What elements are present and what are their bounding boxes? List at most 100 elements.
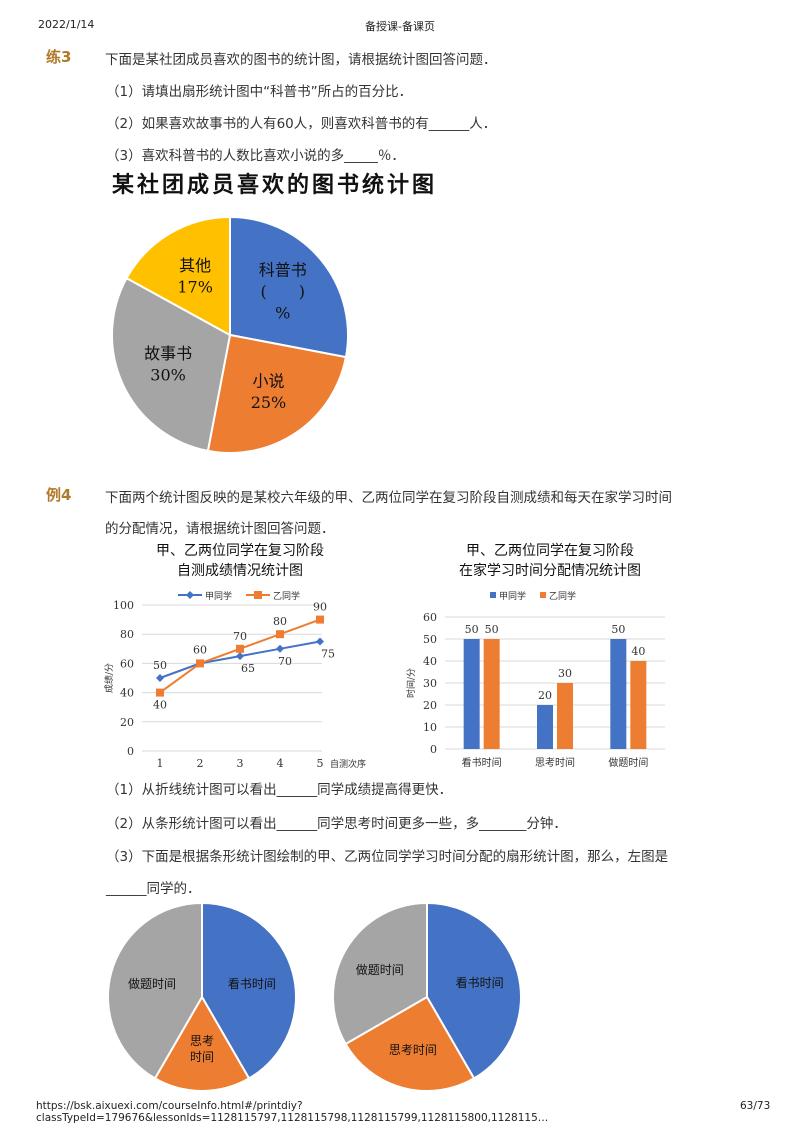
- line-chart-title: 甲、乙两位同学在复习阶段 自测成绩情况统计图: [110, 541, 370, 581]
- bar-chart-title-line1: 甲、乙两位同学在复习阶段: [466, 543, 634, 559]
- pie-slice-0: [229, 215, 349, 359]
- question-1: （1）请填出扇形统计图中“科普书”所占的百分比．: [106, 84, 413, 100]
- svg-text:10: 10: [423, 721, 437, 734]
- pie-slice-0: [426, 901, 522, 1080]
- svg-text:60: 60: [120, 657, 134, 670]
- pie-slice-2: [107, 901, 203, 1080]
- svg-text:40: 40: [631, 645, 645, 658]
- print-date: 2022/1/14: [38, 18, 95, 31]
- svg-text:80: 80: [273, 615, 287, 628]
- svg-text:5: 5: [317, 757, 324, 770]
- svg-text:看书时间: 看书时间: [462, 756, 502, 769]
- question-3: （3）喜欢科普书的人数比喜欢小说的多_____％．: [106, 148, 405, 164]
- svg-text:思考时间: 思考时间: [535, 756, 575, 769]
- svg-text:30: 30: [558, 667, 572, 680]
- svg-text:65: 65: [241, 662, 255, 675]
- example-question-2: （2）从条形统计图可以看出______同学思考时间更多一些，多_______分钟…: [106, 816, 567, 832]
- svg-text:50: 50: [153, 659, 167, 672]
- svg-text:做题时间: 做题时间: [608, 756, 648, 769]
- study-time-bar-chart: 0 10 20 30 40 50 60 时间/分 甲同学 乙同学 50 50 看书时间 20 30 思考时间 5…: [405, 590, 665, 769]
- bar-chart-title: 甲、乙两位同学在复习阶段 在家学习时间分配情况统计图: [420, 541, 680, 581]
- svg-text:50: 50: [611, 623, 625, 636]
- example-question-3-line2: ______同学的．: [106, 881, 201, 897]
- book-pie-chart: 科普书 ( )% 小说 25% 故事书 30% 其他 17%: [111, 215, 349, 454]
- example-label: 例4: [46, 486, 72, 504]
- pie-label: 思考时间: [389, 1043, 437, 1057]
- svg-text:50: 50: [423, 633, 437, 646]
- pie-label: 故事书: [144, 344, 192, 363]
- svg-text:80: 80: [120, 628, 134, 641]
- pie-label: 30%: [150, 366, 186, 385]
- svg-text:50: 50: [485, 623, 499, 636]
- svg-text:50: 50: [465, 623, 479, 636]
- pie-slice-1: [344, 995, 476, 1092]
- svg-text:自测次序: 自测次序: [330, 758, 366, 770]
- svg-text:20: 20: [120, 716, 134, 729]
- pie-label: 思考: [190, 1034, 214, 1048]
- pie-label: 时间: [190, 1050, 214, 1064]
- svg-text:3: 3: [237, 757, 244, 770]
- svg-text:20: 20: [538, 689, 552, 702]
- pie-label: 看书时间: [456, 976, 504, 990]
- svg-text:0: 0: [127, 745, 134, 758]
- svg-text:0: 0: [430, 743, 437, 756]
- svg-text:甲同学: 甲同学: [499, 590, 526, 602]
- svg-text:乙同学: 乙同学: [273, 590, 300, 602]
- bar: [630, 661, 647, 749]
- svg-text:2: 2: [197, 757, 204, 770]
- pie-label: 其他: [179, 256, 211, 275]
- bar: [557, 683, 573, 749]
- svg-text:成绩/分: 成绩/分: [103, 663, 115, 693]
- pie-slice-2: [332, 901, 428, 1046]
- svg-text:40: 40: [423, 655, 437, 668]
- question-2: （2）如果喜欢故事书的人有60人，则喜欢科普书的有______人．: [106, 116, 497, 132]
- pie-label: 25%: [251, 393, 287, 412]
- page-number: 63/73: [740, 1100, 771, 1112]
- pie-label: 做题时间: [128, 976, 176, 991]
- pie-slice-2: [111, 276, 232, 453]
- bar-chart-title-line2: 在家学习时间分配情况统计图: [459, 563, 641, 579]
- line-chart-title-line2: 自测成绩情况统计图: [177, 563, 303, 579]
- pie-label: 科普书: [259, 260, 307, 279]
- pie-label: 做题时间: [356, 962, 404, 977]
- pie-label: 17%: [177, 277, 213, 296]
- svg-text:20: 20: [423, 699, 437, 712]
- score-line-chart: 0 20 40 60 80 100 1 2 3 4 5 自测次序 成绩/分 甲同学 乙同学 50 40 60 70 6…: [103, 590, 366, 770]
- svg-text:70: 70: [233, 630, 247, 643]
- svg-text:乙同学: 乙同学: [549, 590, 576, 602]
- page-url: https://bsk.aixuexi.com/courseInfo.html#…: [36, 1100, 549, 1124]
- svg-text:40: 40: [120, 687, 134, 700]
- svg-text:4: 4: [277, 757, 284, 770]
- pie-slice-3: [125, 215, 231, 337]
- bar: [463, 639, 480, 749]
- page-header-title: 备授课-备课页: [365, 20, 435, 33]
- pie-slice-1: [153, 995, 251, 1092]
- svg-text:100: 100: [113, 599, 134, 612]
- pie-label: 看书时间: [228, 977, 276, 991]
- bar: [483, 639, 500, 749]
- example-question-3-line1: （3）下面是根据条形统计图绘制的甲、乙两位同学学习时间分配的扇形统计图，那么，左…: [106, 849, 669, 865]
- bar: [537, 705, 553, 749]
- svg-text:90: 90: [313, 601, 327, 614]
- svg-text:1: 1: [157, 757, 164, 770]
- bar: [610, 639, 627, 749]
- pie-label: %: [275, 304, 290, 323]
- line-chart-title-line1: 甲、乙两位同学在复习阶段: [156, 543, 324, 559]
- svg-text:甲同学: 甲同学: [205, 590, 232, 602]
- svg-text:60: 60: [423, 611, 437, 624]
- exercise-intro: 下面是某社团成员喜欢的图书的统计图，请根据统计图回答问题．: [105, 52, 497, 68]
- pie-slice-0: [201, 901, 297, 1080]
- svg-text:时间/分: 时间/分: [405, 668, 417, 698]
- svg-text:30: 30: [423, 677, 437, 690]
- exercise-label: 练3: [46, 48, 72, 66]
- book-pie-title: 某社团成员喜欢的图书统计图: [112, 172, 438, 198]
- svg-text:60: 60: [193, 643, 207, 656]
- pie-label: 小说: [252, 371, 284, 390]
- svg-text:40: 40: [153, 699, 167, 712]
- pie-label: ( ): [260, 282, 305, 301]
- svg-text:70: 70: [278, 655, 292, 668]
- example-intro-line2: 的分配情况，请根据统计图回答问题．: [105, 521, 335, 537]
- pie-slice-1: [206, 333, 348, 454]
